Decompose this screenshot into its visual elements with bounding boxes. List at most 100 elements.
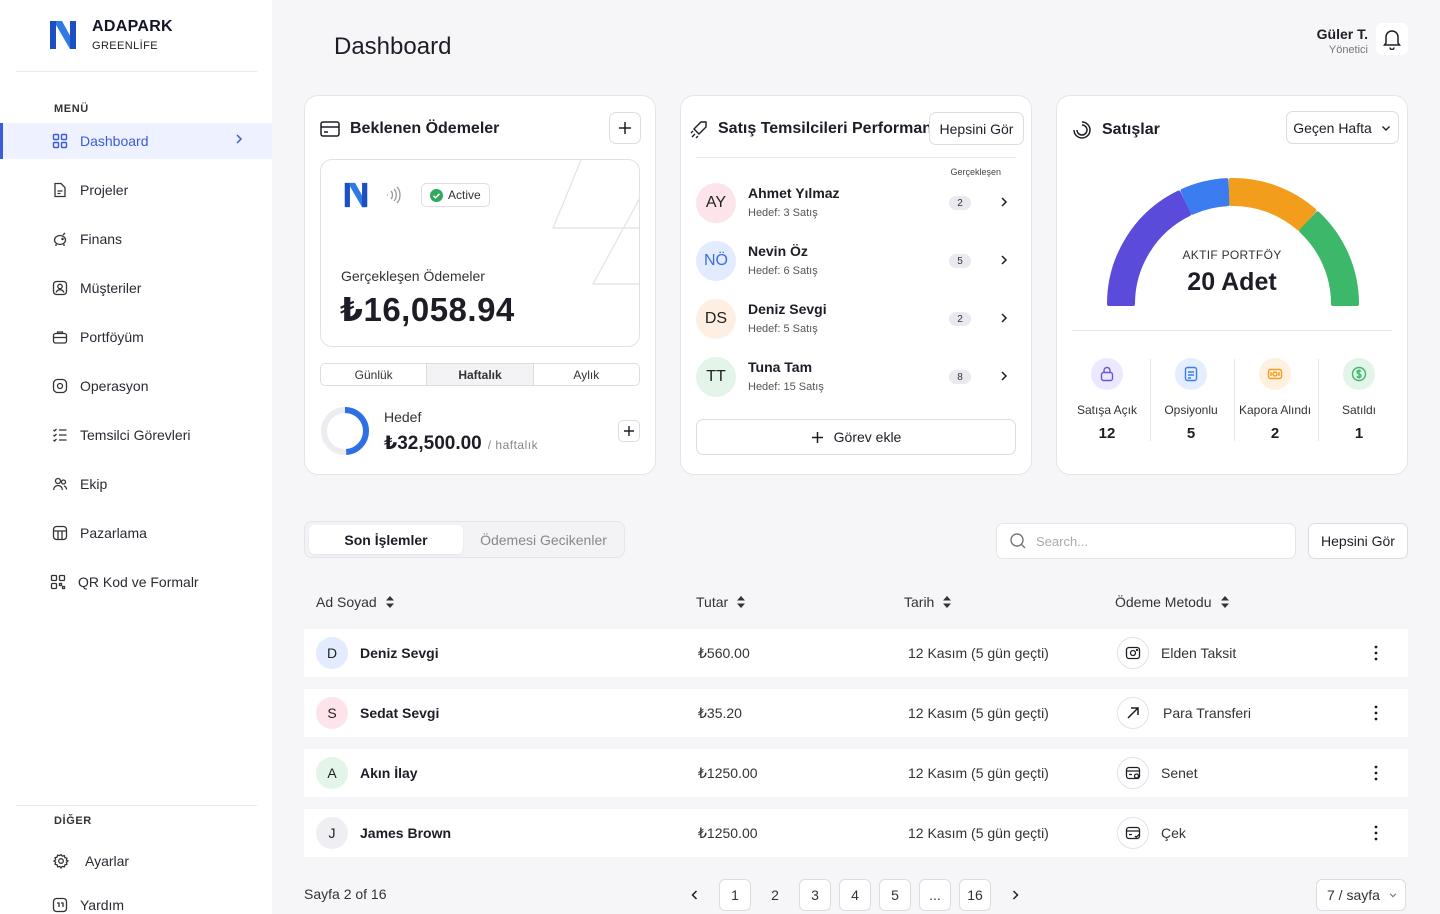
goal-amount-value: ₺32,500.00 — [384, 433, 482, 454]
chevron-right-icon — [1012, 890, 1019, 900]
table-row[interactable]: A Akın İlay ₺1250.00 12 Kasım (5 gün geç… — [304, 749, 1408, 797]
column-header: Gerçekleşen — [950, 167, 1001, 177]
stat-sold[interactable]: Satıldı 1 — [1317, 358, 1401, 442]
done-count-badge: 8 — [949, 370, 971, 384]
sidebar-item-label: Projeler — [80, 182, 129, 198]
stat-value: 2 — [1270, 425, 1280, 442]
sidebar-item-label: Ayarlar — [85, 853, 130, 869]
rep-row[interactable]: DS Deniz Sevgi Hedef: 5 Satış 2 — [696, 299, 1016, 357]
sidebar-item-qr-kod[interactable]: QR Kod ve Formalr — [0, 564, 272, 600]
credit-card-icon — [320, 121, 340, 137]
plus-icon — [619, 122, 631, 134]
more-options-icon[interactable] — [1366, 821, 1386, 845]
stat-label: Kapora Alındı — [1238, 403, 1312, 417]
chevron-right-icon[interactable] — [997, 311, 1011, 325]
gauge-segment-open — [1107, 190, 1192, 306]
more-options-icon[interactable] — [1366, 761, 1386, 785]
stat-deposit-received[interactable]: Kapora Alındı 2 — [1233, 358, 1317, 442]
search-box[interactable] — [996, 523, 1296, 559]
chevron-right-icon[interactable] — [997, 369, 1011, 383]
sidebar-item-ekip[interactable]: Ekip — [0, 466, 272, 502]
sidebar-item-projeler[interactable]: Projeler — [0, 172, 272, 208]
sidebar-item-label: Yardım — [80, 897, 125, 913]
sidebar-item-yardim[interactable]: Yardım — [0, 887, 272, 914]
chevron-left-icon — [691, 890, 698, 900]
page-ellipsis[interactable]: ... — [919, 879, 951, 911]
stat-value: 1 — [1354, 425, 1364, 442]
per-page-select[interactable]: 7 / sayfa — [1316, 879, 1406, 911]
tab-overdue-payments[interactable]: Ödemesi Gecikenler — [480, 531, 607, 548]
sales-card: Satışlar Geçen Hafta AKTIF PORTFÖY 20 Ad… — [1056, 95, 1408, 475]
chevron-right-icon[interactable] — [997, 195, 1011, 209]
more-options-icon[interactable] — [1366, 641, 1386, 665]
payments-label: Gerçekleşen Ödemeler — [341, 268, 485, 284]
tab-aylik[interactable]: Aylık — [573, 367, 600, 382]
column-header-date[interactable]: Tarih — [904, 594, 952, 610]
gauge-segment-sold — [1299, 211, 1359, 306]
sidebar-item-ayarlar[interactable]: Ayarlar — [0, 843, 272, 879]
avatar: D — [316, 637, 348, 669]
stat-open-for-sale[interactable]: Satışa Açık 12 — [1065, 358, 1149, 442]
row-amount: ₺560.00 — [698, 645, 750, 661]
avatar-initials: DS — [704, 310, 728, 327]
table-row[interactable]: D Deniz Sevgi ₺560.00 12 Kasım (5 gün ge… — [304, 629, 1408, 677]
page-button[interactable]: 5 — [879, 879, 911, 911]
page-button-current[interactable]: 2 — [771, 887, 779, 903]
user-name: Güler T. — [1316, 26, 1368, 42]
page-button[interactable]: 3 — [799, 879, 831, 911]
divider — [1072, 330, 1392, 331]
page-button[interactable]: 4 — [839, 879, 871, 911]
chevron-down-icon — [1389, 893, 1397, 898]
sidebar-item-finans[interactable]: Finans — [0, 221, 272, 257]
gauge-segment-optional — [1180, 178, 1230, 215]
stat-optional[interactable]: Opsiyonlu 5 — [1149, 358, 1233, 442]
tab-haftalik[interactable]: Haftalık — [427, 364, 534, 385]
bell-icon — [1383, 30, 1401, 50]
rep-row[interactable]: TT Tuna Tam Hedef: 15 Satış 8 — [696, 357, 1016, 415]
tab-recent-transactions[interactable]: Son İşlemler — [309, 525, 463, 554]
sidebar-item-temsilci-gorevleri[interactable]: Temsilci Görevleri — [0, 417, 272, 453]
sidebar-item-portfoyum[interactable]: Portföyüm — [0, 319, 272, 355]
table-row[interactable]: J James Brown ₺1250.00 12 Kasım (5 gün g… — [304, 809, 1408, 857]
row-payment-method: Elden Taksit — [1161, 645, 1237, 661]
user-role: Yönetici — [1328, 44, 1368, 56]
table-row[interactable]: S Sedat Sevgi ₺35.20 12 Kasım (5 gün geç… — [304, 689, 1408, 737]
page-button[interactable]: 1 — [719, 879, 751, 911]
done-count-badge: 2 — [949, 312, 971, 326]
page-button[interactable]: 16 — [959, 879, 991, 911]
sidebar-item-musteriler[interactable]: Müşteriler — [0, 270, 272, 306]
rep-row[interactable]: NÖ Nevin Öz Hedef: 6 Satış 5 — [696, 241, 1016, 299]
gauge-segment-deposit — [1228, 178, 1317, 231]
row-amount: ₺1250.00 — [698, 765, 758, 781]
period-select[interactable]: Geçen Hafta — [1286, 111, 1399, 144]
search-input[interactable] — [1036, 533, 1276, 549]
column-header-amount[interactable]: Tutar — [696, 594, 746, 610]
see-all-transactions-button[interactable]: Hepsini Gör — [1308, 523, 1408, 559]
row-name: James Brown — [360, 825, 452, 841]
user-info[interactable]: Güler T. Yönetici — [1317, 26, 1368, 56]
column-header-payment-method[interactable]: Ödeme Metodu — [1115, 594, 1230, 610]
sidebar-item-label: Operasyon — [80, 378, 149, 394]
check-circle-icon — [430, 188, 443, 202]
add-payment-button[interactable] — [609, 112, 641, 144]
row-date: 12 Kasım (5 gün geçti) — [908, 825, 1049, 841]
add-goal-button[interactable] — [618, 420, 640, 442]
add-task-button[interactable]: Görev ekle — [696, 419, 1016, 455]
chevron-down-icon — [1381, 125, 1390, 131]
brand-logo[interactable]: ADAPARK GREENLİFE — [48, 18, 173, 52]
column-header-name[interactable]: Ad Soyad — [316, 594, 395, 610]
tab-gunluk[interactable]: Günlük — [321, 364, 428, 385]
sidebar-item-dashboard[interactable]: Dashboard — [0, 123, 272, 159]
transaction-tabs: Son İşlemler Ödemesi Gecikenler — [304, 521, 625, 558]
more-options-icon[interactable] — [1366, 701, 1386, 725]
rep-row[interactable]: AY Ahmet Yılmaz Hedef: 3 Satış 2 — [696, 183, 1016, 241]
sidebar-item-pazarlama[interactable]: Pazarlama — [0, 515, 272, 551]
checklist-icon — [52, 427, 68, 443]
notifications-button[interactable] — [1376, 23, 1408, 55]
prev-page-button[interactable] — [679, 879, 711, 911]
see-all-reps-button[interactable]: Hepsini Gör — [929, 112, 1024, 145]
sidebar-item-operasyon[interactable]: Operasyon — [0, 368, 272, 404]
stat-label: Satışa Açık — [1076, 403, 1138, 417]
next-page-button[interactable] — [999, 879, 1031, 911]
chevron-right-icon[interactable] — [997, 253, 1011, 267]
